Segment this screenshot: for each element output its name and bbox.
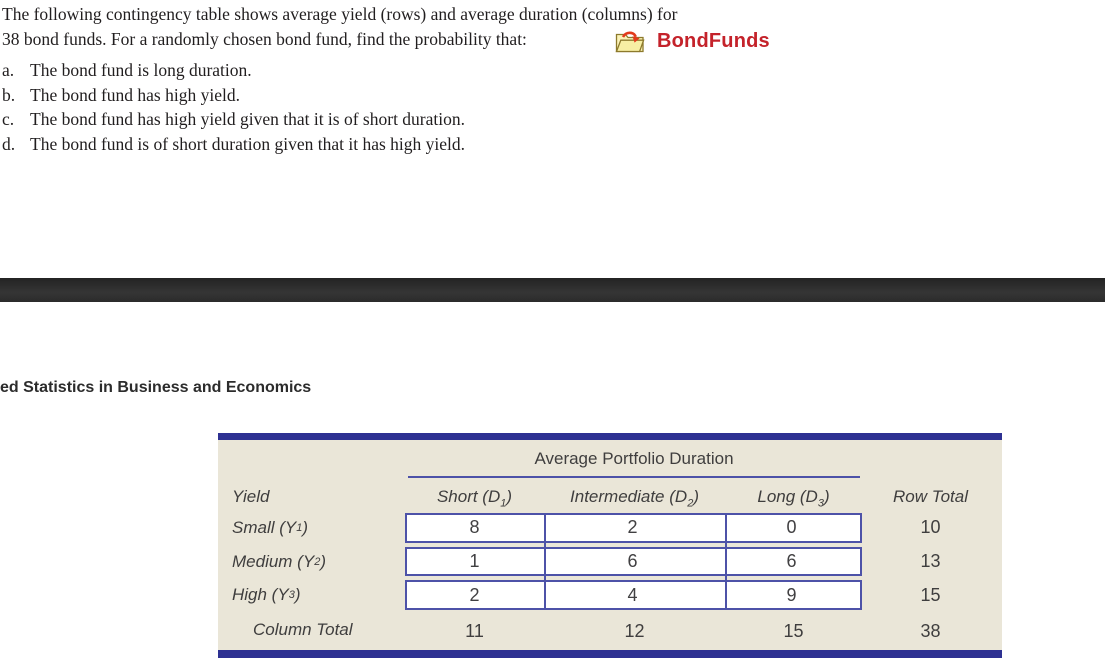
item-letter: c. (2, 109, 15, 130)
problem-item-b: b. The bond fund has high yield. (2, 83, 465, 108)
table-bottom-rule (218, 650, 1002, 658)
problem-item-a: a. The bond fund is long duration. (2, 58, 465, 83)
label-text: ) (320, 551, 326, 571)
grand-total: 38 (920, 621, 941, 641)
row-total: 15 (920, 584, 941, 605)
column-header-intermediate: Intermediate (D2) (544, 487, 725, 510)
table-cell: 2 (627, 517, 638, 538)
column-header-short: Short (D1) (405, 487, 544, 510)
spanner-underline (408, 476, 860, 478)
column-total-label: Column Total (253, 620, 353, 639)
column-total-value: 15 (783, 621, 804, 641)
column-header-row-total: Row Total (893, 487, 968, 506)
problem-item-d: d. The bond fund is of short duration giv… (2, 132, 465, 157)
problem-intro: The following contingency table shows av… (2, 2, 677, 52)
table-cell: 6 (786, 551, 797, 571)
header-text: ) (823, 487, 830, 506)
label-text: ) (302, 517, 309, 537)
intro-line-1: The following contingency table shows av… (2, 4, 678, 24)
subscript: 2 (687, 497, 694, 510)
table-body: Average Portfolio Duration Yield Short (… (218, 440, 1002, 650)
label-text: ) (294, 585, 301, 605)
table-top-rule (218, 433, 1002, 440)
label-text: High (Y (232, 585, 289, 605)
row-label-medium: Medium (Y 2) (232, 551, 326, 571)
table-cell: 0 (786, 517, 797, 538)
column-header-yield: Yield (232, 487, 270, 506)
column-header-long: Long (D3) (725, 487, 862, 510)
header-text: Long (D (757, 487, 818, 506)
item-letter: a. (2, 60, 15, 80)
row-total: 10 (920, 517, 941, 538)
table-cell: 8 (469, 517, 480, 538)
grid-vertical-divider (725, 513, 727, 610)
header-text: Short (D (436, 487, 501, 506)
column-total-value: 11 (465, 621, 484, 641)
label-text: Small (Y (232, 517, 297, 537)
folder-icon (615, 31, 645, 52)
header-text: ) (506, 487, 513, 506)
grid-vertical-divider (544, 513, 546, 610)
section-divider-bar (0, 278, 1105, 302)
contingency-table: Average Portfolio Duration Yield Short (… (218, 433, 1002, 658)
header-text: ) (693, 487, 699, 506)
row-label-high: High (Y 3) (232, 585, 301, 605)
row-label-column: Small (Y 1) Medium (Y 2) High (Y 3) (232, 513, 326, 610)
column-total-value: 12 (624, 621, 645, 641)
table-cell: 6 (627, 551, 638, 571)
table-cell: 4 (627, 584, 638, 605)
table-cell: 2 (469, 584, 480, 605)
intro-line-2: 38 bond funds. For a randomly chosen bon… (2, 29, 527, 49)
problem-item-c: c. The bond fund has high yield given tha… (2, 107, 465, 132)
row-label-small: Small (Y 1) (232, 517, 309, 537)
item-text: The bond fund is of short duration given… (30, 133, 466, 154)
subscript: 1 (500, 497, 507, 510)
table-row: 8 2 0 (405, 513, 862, 543)
problem-item-list: a. The bond fund is long duration. b. The … (2, 58, 465, 156)
table-row: 2 4 9 (405, 580, 862, 611)
datafile-link[interactable]: BondFunds (615, 28, 770, 54)
item-letter: b. (2, 84, 16, 105)
row-total-column: 10 13 15 (858, 513, 1003, 610)
label-text: Medium (Y (232, 551, 315, 571)
header-text: Intermediate (D (570, 487, 688, 506)
item-letter: d. (2, 133, 16, 154)
table-row: 1 6 6 (405, 546, 862, 577)
table-spanner-heading: Average Portfolio Duration (534, 449, 734, 468)
item-text: The bond fund is long duration. (30, 60, 252, 80)
table-grid: 8 2 0 1 6 6 2 4 9 (405, 513, 862, 611)
subscript: 3 (817, 497, 824, 510)
datafile-label: BondFunds (657, 29, 770, 52)
table-cell: 9 (786, 584, 797, 605)
running-header: ed Statistics in Business and Economics (0, 379, 312, 396)
item-text: The bond fund has high yield given that … (30, 109, 466, 130)
row-total: 13 (920, 551, 941, 571)
item-text: The bond fund has high yield. (30, 84, 240, 105)
table-cell: 1 (469, 551, 480, 571)
